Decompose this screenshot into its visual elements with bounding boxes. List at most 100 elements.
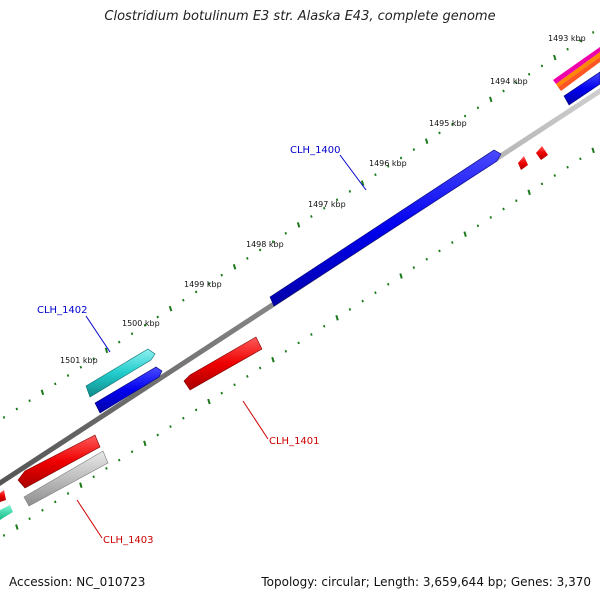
ruler-minor-tick	[374, 173, 377, 177]
leader-CLH_1403	[76, 499, 103, 539]
ruler-minor-tick	[502, 207, 505, 211]
ruler-minor-tick	[54, 500, 57, 504]
ruler-minor-tick	[79, 365, 83, 369]
ruler-major-tick	[335, 315, 339, 321]
ruler-minor-tick	[579, 157, 582, 161]
ruler-major-tick	[527, 189, 531, 196]
ruler-minor-tick	[310, 333, 313, 336]
ruler-minor-tick	[310, 215, 313, 218]
gene-CLH_1401[interactable]	[183, 336, 263, 391]
ruler-label: 1498 kbp	[246, 240, 284, 249]
gene-CLH_1403[interactable]	[17, 434, 101, 489]
gene-reverse-red-small-2[interactable]	[536, 146, 548, 160]
ruler-minor-tick	[374, 291, 377, 295]
ruler-minor-tick	[92, 357, 95, 361]
ruler-minor-tick	[246, 257, 249, 260]
ruler-minor-tick	[28, 399, 31, 403]
ruler-minor-tick	[451, 241, 454, 244]
ruler-major-tick	[168, 305, 173, 312]
ruler-minor-tick	[592, 31, 595, 34]
gene-CLH_1400[interactable]	[269, 149, 502, 307]
ruler-label: 1497 kbp	[308, 200, 346, 209]
ruler-major-tick	[553, 54, 557, 61]
ruler-major-tick	[271, 356, 275, 363]
ruler-minor-tick	[92, 475, 95, 479]
ruler-minor-tick	[399, 156, 403, 160]
gene-label-CLH_1400[interactable]: CLH_1400	[290, 145, 341, 156]
ruler-minor-tick	[182, 416, 185, 420]
ruler-major-tick	[424, 138, 429, 144]
ruler-major-tick	[399, 273, 403, 279]
map-title: Clostridium botulinum E3 str. Alaska E43…	[104, 9, 496, 24]
ruler-major-tick	[104, 347, 109, 354]
gene-reverse-red-small[interactable]	[518, 156, 528, 170]
ruler-minor-tick	[246, 375, 249, 378]
ruler-minor-tick	[130, 332, 134, 336]
ruler-minor-tick	[566, 47, 569, 51]
ruler-minor-tick	[207, 282, 211, 285]
ruler-minor-tick	[412, 148, 416, 151]
ruler-minor-tick	[156, 433, 159, 437]
gene-teal-edge[interactable]	[0, 505, 13, 520]
genome-summary-text: Topology: circular; Length: 3,659,644 bp…	[261, 575, 591, 589]
ruler-label: 1495 kbp	[429, 119, 467, 128]
ruler-major-tick	[296, 222, 301, 228]
ruler-minor-tick	[335, 198, 339, 202]
ruler-minor-tick	[348, 308, 352, 311]
ruler-ticks	[2, 31, 595, 537]
ruler-label: 1501 kbp	[60, 356, 98, 365]
ruler-minor-tick	[425, 257, 428, 261]
ruler-minor-tick	[118, 340, 121, 344]
gene-reverse-grey[interactable]	[23, 450, 109, 507]
ruler-major-tick	[79, 482, 83, 488]
gene-reverse-red-edge[interactable]	[0, 490, 6, 502]
ruler-minor-tick	[502, 89, 505, 93]
ruler-minor-tick	[348, 190, 352, 193]
leader-CLH_1400	[339, 154, 367, 191]
gene-label-CLH_1402[interactable]: CLH_1402	[37, 305, 88, 316]
ruler-minor-tick	[297, 341, 300, 345]
ruler-minor-tick	[361, 299, 364, 303]
ruler-minor-tick	[566, 165, 569, 169]
ruler-minor-tick	[271, 240, 275, 244]
ruler-minor-tick	[284, 231, 287, 235]
ruler-minor-tick	[579, 39, 582, 43]
ruler-minor-tick	[194, 290, 198, 294]
gene-CLH_1402[interactable]	[85, 348, 156, 398]
ruler-minor-tick	[233, 383, 236, 387]
ruler-minor-tick	[15, 407, 18, 411]
ruler-minor-tick	[438, 131, 441, 135]
ruler-minor-tick	[515, 81, 518, 85]
ruler-minor-tick	[463, 114, 467, 118]
ruler-minor-tick	[451, 123, 454, 126]
ruler-minor-tick	[54, 382, 57, 386]
ruler-minor-tick	[540, 182, 544, 186]
ruler-major-tick	[207, 398, 211, 405]
ruler-minor-tick	[553, 174, 556, 177]
ruler-label: 1499 kbp	[184, 280, 222, 289]
ruler-minor-tick	[2, 416, 6, 419]
ruler-minor-tick	[323, 206, 326, 210]
ruler-major-tick	[15, 524, 19, 530]
gene-forward-blue-edge[interactable]	[563, 71, 600, 106]
ruler-minor-tick	[220, 273, 223, 277]
ruler-minor-tick	[143, 323, 147, 327]
leader-CLH_1401	[242, 400, 269, 440]
gene-label-CLH_1401[interactable]: CLH_1401	[269, 436, 320, 447]
ruler-minor-tick	[323, 324, 326, 328]
ruler-minor-tick	[66, 492, 70, 495]
ruler-minor-tick	[258, 366, 262, 370]
gene-stack-edge[interactable]	[553, 47, 600, 91]
ruler-minor-tick	[387, 282, 390, 286]
ruler-minor-tick	[105, 467, 108, 470]
ruler-minor-tick	[28, 517, 31, 521]
ruler-minor-tick	[2, 534, 6, 537]
ruler-major-tick	[591, 147, 595, 154]
ruler-major-tick	[463, 231, 467, 237]
gene-forward-blue-short[interactable]	[94, 366, 163, 414]
gene-label-CLH_1403[interactable]: CLH_1403	[103, 535, 154, 546]
ruler-minor-tick	[476, 106, 480, 110]
ruler-minor-tick	[220, 391, 223, 395]
